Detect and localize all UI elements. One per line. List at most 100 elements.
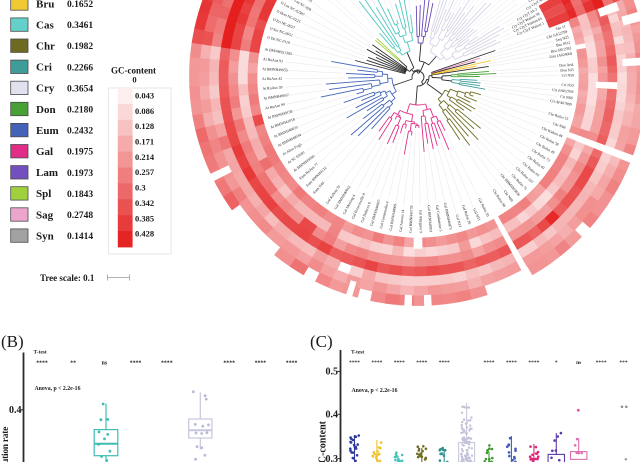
svg-text:****: **** xyxy=(286,361,298,367)
svg-text:Eum: Eum xyxy=(36,125,59,137)
svg-text:Substitution rate: Substitution rate xyxy=(1,427,11,462)
svg-text:Cri AF467899: Cri AF467899 xyxy=(550,99,572,107)
svg-text:Cry: Cry xyxy=(36,83,55,95)
svg-text:***: *** xyxy=(619,360,628,366)
svg-text:****: **** xyxy=(394,360,405,366)
svg-text:Chr JiA12789: Chr JiA12789 xyxy=(546,30,568,40)
svg-text:Chr: Chr xyxy=(36,41,55,53)
svg-text:Gal Dulacca 6: Gal Dulacca 6 xyxy=(360,201,372,223)
svg-text:0.3: 0.3 xyxy=(135,183,146,193)
svg-text:****: **** xyxy=(223,361,235,367)
svg-text:Don NJ5: Don NJ5 xyxy=(560,68,574,73)
svg-text:****: **** xyxy=(36,361,48,367)
svg-text:Gal Margaret 9: Gal Margaret 9 xyxy=(418,210,422,233)
svg-text:**: ** xyxy=(70,361,76,367)
svg-text:0.4: 0.4 xyxy=(326,410,339,421)
svg-text:****: **** xyxy=(349,360,360,366)
svg-text:T-test: T-test xyxy=(34,350,47,356)
svg-text:Don Art4: Don Art4 xyxy=(559,63,574,68)
svg-text:Gal BMNH40931: Gal BMNH40931 xyxy=(427,205,433,233)
svg-text:****: **** xyxy=(528,360,539,366)
svg-text:****: **** xyxy=(506,360,517,366)
svg-text:0.3461: 0.3461 xyxy=(67,21,93,31)
svg-text:0.214: 0.214 xyxy=(135,152,155,162)
svg-text:0.1843: 0.1843 xyxy=(67,190,93,200)
svg-text:Bru JAV2582: Bru JAV2582 xyxy=(551,46,572,54)
svg-text:0.3654: 0.3654 xyxy=(67,84,93,94)
svg-text:Cas: Cas xyxy=(36,19,54,31)
svg-text:Chr Rufus 52: Chr Rufus 52 xyxy=(548,112,569,121)
svg-text:Bru Nl12: Bru Nl12 xyxy=(556,41,571,48)
svg-text:At BMNH951393: At BMNH951393 xyxy=(264,47,292,56)
svg-text:****: **** xyxy=(416,360,427,366)
svg-text:****: **** xyxy=(371,360,382,366)
svg-text:Tree scale: 0.1: Tree scale: 0.1 xyxy=(40,273,95,283)
svg-text:Gal N12: Gal N12 xyxy=(455,214,462,228)
svg-text:****: **** xyxy=(161,361,173,367)
svg-text:0.1414: 0.1414 xyxy=(67,232,93,242)
svg-text:0.2266: 0.2266 xyxy=(67,63,93,73)
svg-text:At RuAus 99: At RuAus 99 xyxy=(265,103,286,111)
svg-text:****: **** xyxy=(484,360,495,366)
svg-text:Gal Condamine 5: Gal Condamine 5 xyxy=(435,205,443,232)
svg-text:Anova, p < 2.2e-16: Anova, p < 2.2e-16 xyxy=(352,388,398,394)
svg-text:****: **** xyxy=(439,360,450,366)
svg-text:0: 0 xyxy=(132,75,136,85)
svg-text:Syn: Syn xyxy=(36,230,54,242)
svg-text:0.428: 0.428 xyxy=(135,229,154,239)
svg-text:****: **** xyxy=(255,361,267,367)
svg-text:Bru: Bru xyxy=(36,0,54,10)
svg-text:****: **** xyxy=(596,360,607,366)
svg-text:Gal: Gal xyxy=(36,146,53,158)
svg-text:Tan 11: Tan 11 xyxy=(555,24,566,31)
svg-text:At BMNH49057: At BMNH49057 xyxy=(263,93,289,101)
svg-text:ns: ns xyxy=(102,361,108,367)
svg-text:(B): (B) xyxy=(1,332,24,351)
svg-text:Gal BMNH40873: Gal BMNH40873 xyxy=(443,202,453,230)
svg-text:0.1982: 0.1982 xyxy=(67,42,93,52)
svg-text:0.342: 0.342 xyxy=(135,198,154,208)
svg-text:(C): (C) xyxy=(310,332,333,351)
svg-text:0.1975: 0.1975 xyxy=(67,148,93,158)
svg-text:O Tal NC-0119: O Tal NC-0119 xyxy=(267,35,291,45)
svg-text:Gal Aroona 14: Gal Aroona 14 xyxy=(399,209,405,232)
svg-text:At BMNH49055: At BMNH49055 xyxy=(262,67,288,72)
svg-text:Cri N53: Cri N53 xyxy=(561,83,574,88)
svg-text:Cri: Cri xyxy=(36,62,52,74)
svg-text:Gal Rufus 26: Gal Rufus 26 xyxy=(461,204,472,225)
svg-text:Cri JiAR2769: Cri JiAR2769 xyxy=(552,88,574,94)
svg-text:Spl: Spl xyxy=(36,188,51,200)
svg-text:Lam: Lam xyxy=(36,167,58,179)
svg-text:Cri N50: Cri N50 xyxy=(562,73,574,77)
svg-text:****: **** xyxy=(130,361,142,367)
svg-text:Gal Cunnamulla 4: Gal Cunnamulla 4 xyxy=(379,201,390,229)
svg-text:ns: ns xyxy=(576,360,581,366)
svg-text:At RuAus 42: At RuAus 42 xyxy=(262,77,282,81)
svg-text:0.2180: 0.2180 xyxy=(67,106,93,116)
svg-text:At BMNH49158: At BMNH49158 xyxy=(267,109,293,120)
svg-text:Anova, p < 2.2e-16: Anova, p < 2.2e-16 xyxy=(35,386,81,392)
svg-text:GC-content: GC-content xyxy=(318,420,329,462)
svg-text:Gal BMNH40778: Gal BMNH40778 xyxy=(409,205,414,233)
svg-text:0.2432: 0.2432 xyxy=(67,127,93,137)
svg-text:O Sor NC-0051: O Sor NC-0051 xyxy=(269,26,293,37)
svg-text:Cri N68: Cri N68 xyxy=(560,95,573,101)
svg-text:Snq N25: Snq N25 xyxy=(555,35,569,42)
svg-text:Gal BMNH40005: Gal BMNH40005 xyxy=(389,203,398,231)
svg-text:0.385: 0.385 xyxy=(135,213,154,223)
svg-text:0.1652: 0.1652 xyxy=(67,0,93,10)
svg-text:*: * xyxy=(555,360,558,366)
svg-text:At RuAus 59: At RuAus 59 xyxy=(262,85,282,91)
svg-text:0.128: 0.128 xyxy=(135,121,154,131)
svg-text:0.043: 0.043 xyxy=(135,91,154,101)
svg-text:T-test: T-test xyxy=(351,350,364,356)
svg-text:At RuAus 93: At RuAus 93 xyxy=(263,57,283,63)
svg-text:Gal N53: Gal N53 xyxy=(472,208,481,222)
svg-text:Chr N69: Chr N69 xyxy=(503,190,514,203)
svg-text:0.5: 0.5 xyxy=(326,367,339,378)
svg-text:0.4: 0.4 xyxy=(9,405,22,416)
svg-text:Sag: Sag xyxy=(36,209,54,221)
svg-text:Unn JA024069: Unn JA024069 xyxy=(549,52,573,59)
svg-text:0.086: 0.086 xyxy=(135,106,154,116)
svg-text:0.257: 0.257 xyxy=(135,167,155,177)
